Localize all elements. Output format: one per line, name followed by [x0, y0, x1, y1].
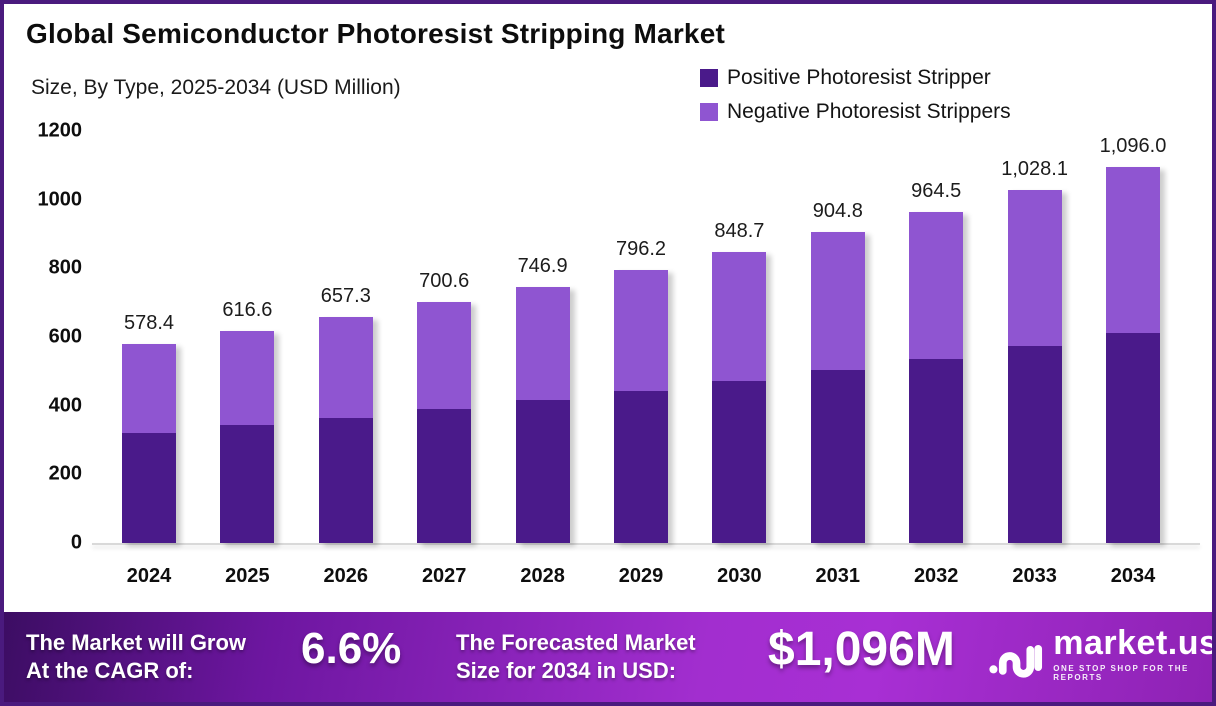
x-axis-line [92, 543, 1200, 545]
legend-label: Negative Photoresist Strippers [727, 100, 1011, 123]
bar-total-label: 796.2 [615, 237, 667, 260]
brand-tagline: ONE STOP SHOP FOR THE REPORTS [1053, 663, 1189, 682]
bar-total-label: 1,028.1 [1001, 158, 1068, 181]
market-us-logo-icon [989, 645, 1043, 678]
forecast-label: The Forecasted Market Size for 2034 in U… [456, 629, 696, 684]
x-axis-category-label: 2032 [913, 565, 959, 587]
x-axis-category-label: 2026 [323, 565, 369, 587]
y-axis-tick-label: 0 [70, 531, 82, 554]
bar-total-label: 700.6 [419, 270, 470, 293]
x-axis-category-label: 2031 [815, 565, 861, 587]
bar-segment-negative [712, 251, 767, 381]
bar-total-label: 746.9 [517, 254, 568, 277]
bar-segment-positive [318, 418, 373, 543]
bar-total-label: 578.4 [123, 312, 175, 335]
stacked-bar-2026 [318, 317, 373, 543]
y-axis-tick-label: 400 [48, 394, 82, 417]
x-axis-category-label: 2029 [618, 565, 664, 587]
bar-segment-negative [220, 331, 275, 426]
page-title: Global Semiconductor Photoresist Strippi… [26, 18, 725, 49]
bar-segment-negative [515, 286, 570, 401]
y-axis-tick-label: 1000 [37, 188, 83, 211]
legend-item-positive: Positive Photoresist Stripper [700, 66, 1011, 90]
bar-segment-positive [614, 391, 668, 543]
bar-segment-positive [909, 359, 964, 543]
bar-total-label: 964.5 [911, 179, 962, 202]
x-axis-category-label: 2025 [225, 565, 270, 587]
stacked-bar-2024 [122, 344, 176, 543]
x-axis-category-label: 2024 [126, 565, 172, 587]
bar-total-label: 657.3 [320, 285, 371, 308]
x-axis-category-label: 2030 [717, 565, 762, 587]
legend-label: Positive Photoresist Stripper [727, 66, 991, 89]
bar-segment-positive [515, 400, 570, 543]
forecast-label-line1: The Forecasted Market [456, 630, 696, 655]
positive-series-swatch [700, 69, 718, 87]
bar-total-label: 848.7 [714, 219, 765, 242]
bar-segment-positive [417, 409, 472, 543]
bar-segment-positive [220, 425, 275, 543]
stacked-bar-2028 [515, 286, 570, 543]
x-axis-category-label: 2033 [1012, 565, 1057, 587]
footer-banner: The Market will Grow At the CAGR of: 6.6… [4, 612, 1212, 702]
y-axis-tick-label: 200 [48, 462, 82, 485]
bar-segment-negative [909, 211, 964, 360]
bar-chart-plot-area: 0 200 400 600 800 1000 1200 578.4 2024 616.6 2025 6… [4, 4, 1212, 702]
y-axis-tick-label: 600 [48, 325, 82, 348]
stacked-bar-2034 [1106, 166, 1160, 543]
market-us-brand: market.us ONE STOP SHOP FOR THE REPORTS [989, 624, 1216, 686]
stacked-bar-2029 [614, 269, 668, 543]
cagr-value: 6.6% [301, 624, 402, 673]
forecast-label-line2: Size for 2034 in USD: [456, 657, 677, 683]
bar-segment-positive [122, 433, 176, 543]
bar-segment-positive [810, 369, 865, 543]
x-axis-category-label: 2027 [421, 565, 467, 587]
stacked-bar-2032 [909, 211, 964, 543]
chart-legend: Positive Photoresist Stripper Negative P… [700, 66, 1011, 124]
stacked-bar-2025 [220, 331, 275, 543]
bar-total-label: 616.6 [222, 299, 273, 322]
forecast-value: $1,096M [768, 623, 955, 676]
bar-segment-negative [318, 317, 373, 418]
stacked-bar-2027 [417, 302, 472, 543]
cagr-label: The Market will Grow At the CAGR of: [26, 629, 246, 684]
negative-series-swatch [700, 103, 718, 121]
legend-item-negative: Negative Photoresist Strippers [700, 100, 1011, 124]
x-axis-category-label: 2028 [520, 565, 565, 587]
bar-total-label: 1,096.0 [1099, 134, 1167, 157]
x-axis-category-label: 2034 [1110, 565, 1156, 587]
y-axis-tick-label: 1200 [37, 119, 83, 142]
y-axis-tick-label: 800 [48, 256, 82, 279]
bar-total-label: 904.8 [812, 200, 863, 223]
brand-name: market.us [1053, 624, 1216, 662]
bar-segment-negative [417, 302, 472, 410]
bar-segment-positive [712, 380, 767, 543]
cagr-label-line2: At the CAGR of: [26, 657, 194, 683]
stacked-bar-2030 [712, 251, 767, 543]
bar-segment-negative [810, 232, 865, 370]
bar-segment-negative [614, 269, 668, 392]
bar-segment-negative [122, 344, 176, 434]
chart-subtitle: Size, By Type, 2025-2034 (USD Million) [31, 76, 401, 99]
stacked-bar-2031 [810, 232, 865, 543]
bar-segment-negative [1106, 166, 1160, 334]
bar-segment-negative [1007, 190, 1062, 346]
bar-segment-positive [1106, 333, 1160, 543]
cagr-label-line1: The Market will Grow [26, 630, 247, 655]
stacked-bar-2033 [1007, 190, 1062, 543]
bar-segment-positive [1007, 345, 1062, 543]
